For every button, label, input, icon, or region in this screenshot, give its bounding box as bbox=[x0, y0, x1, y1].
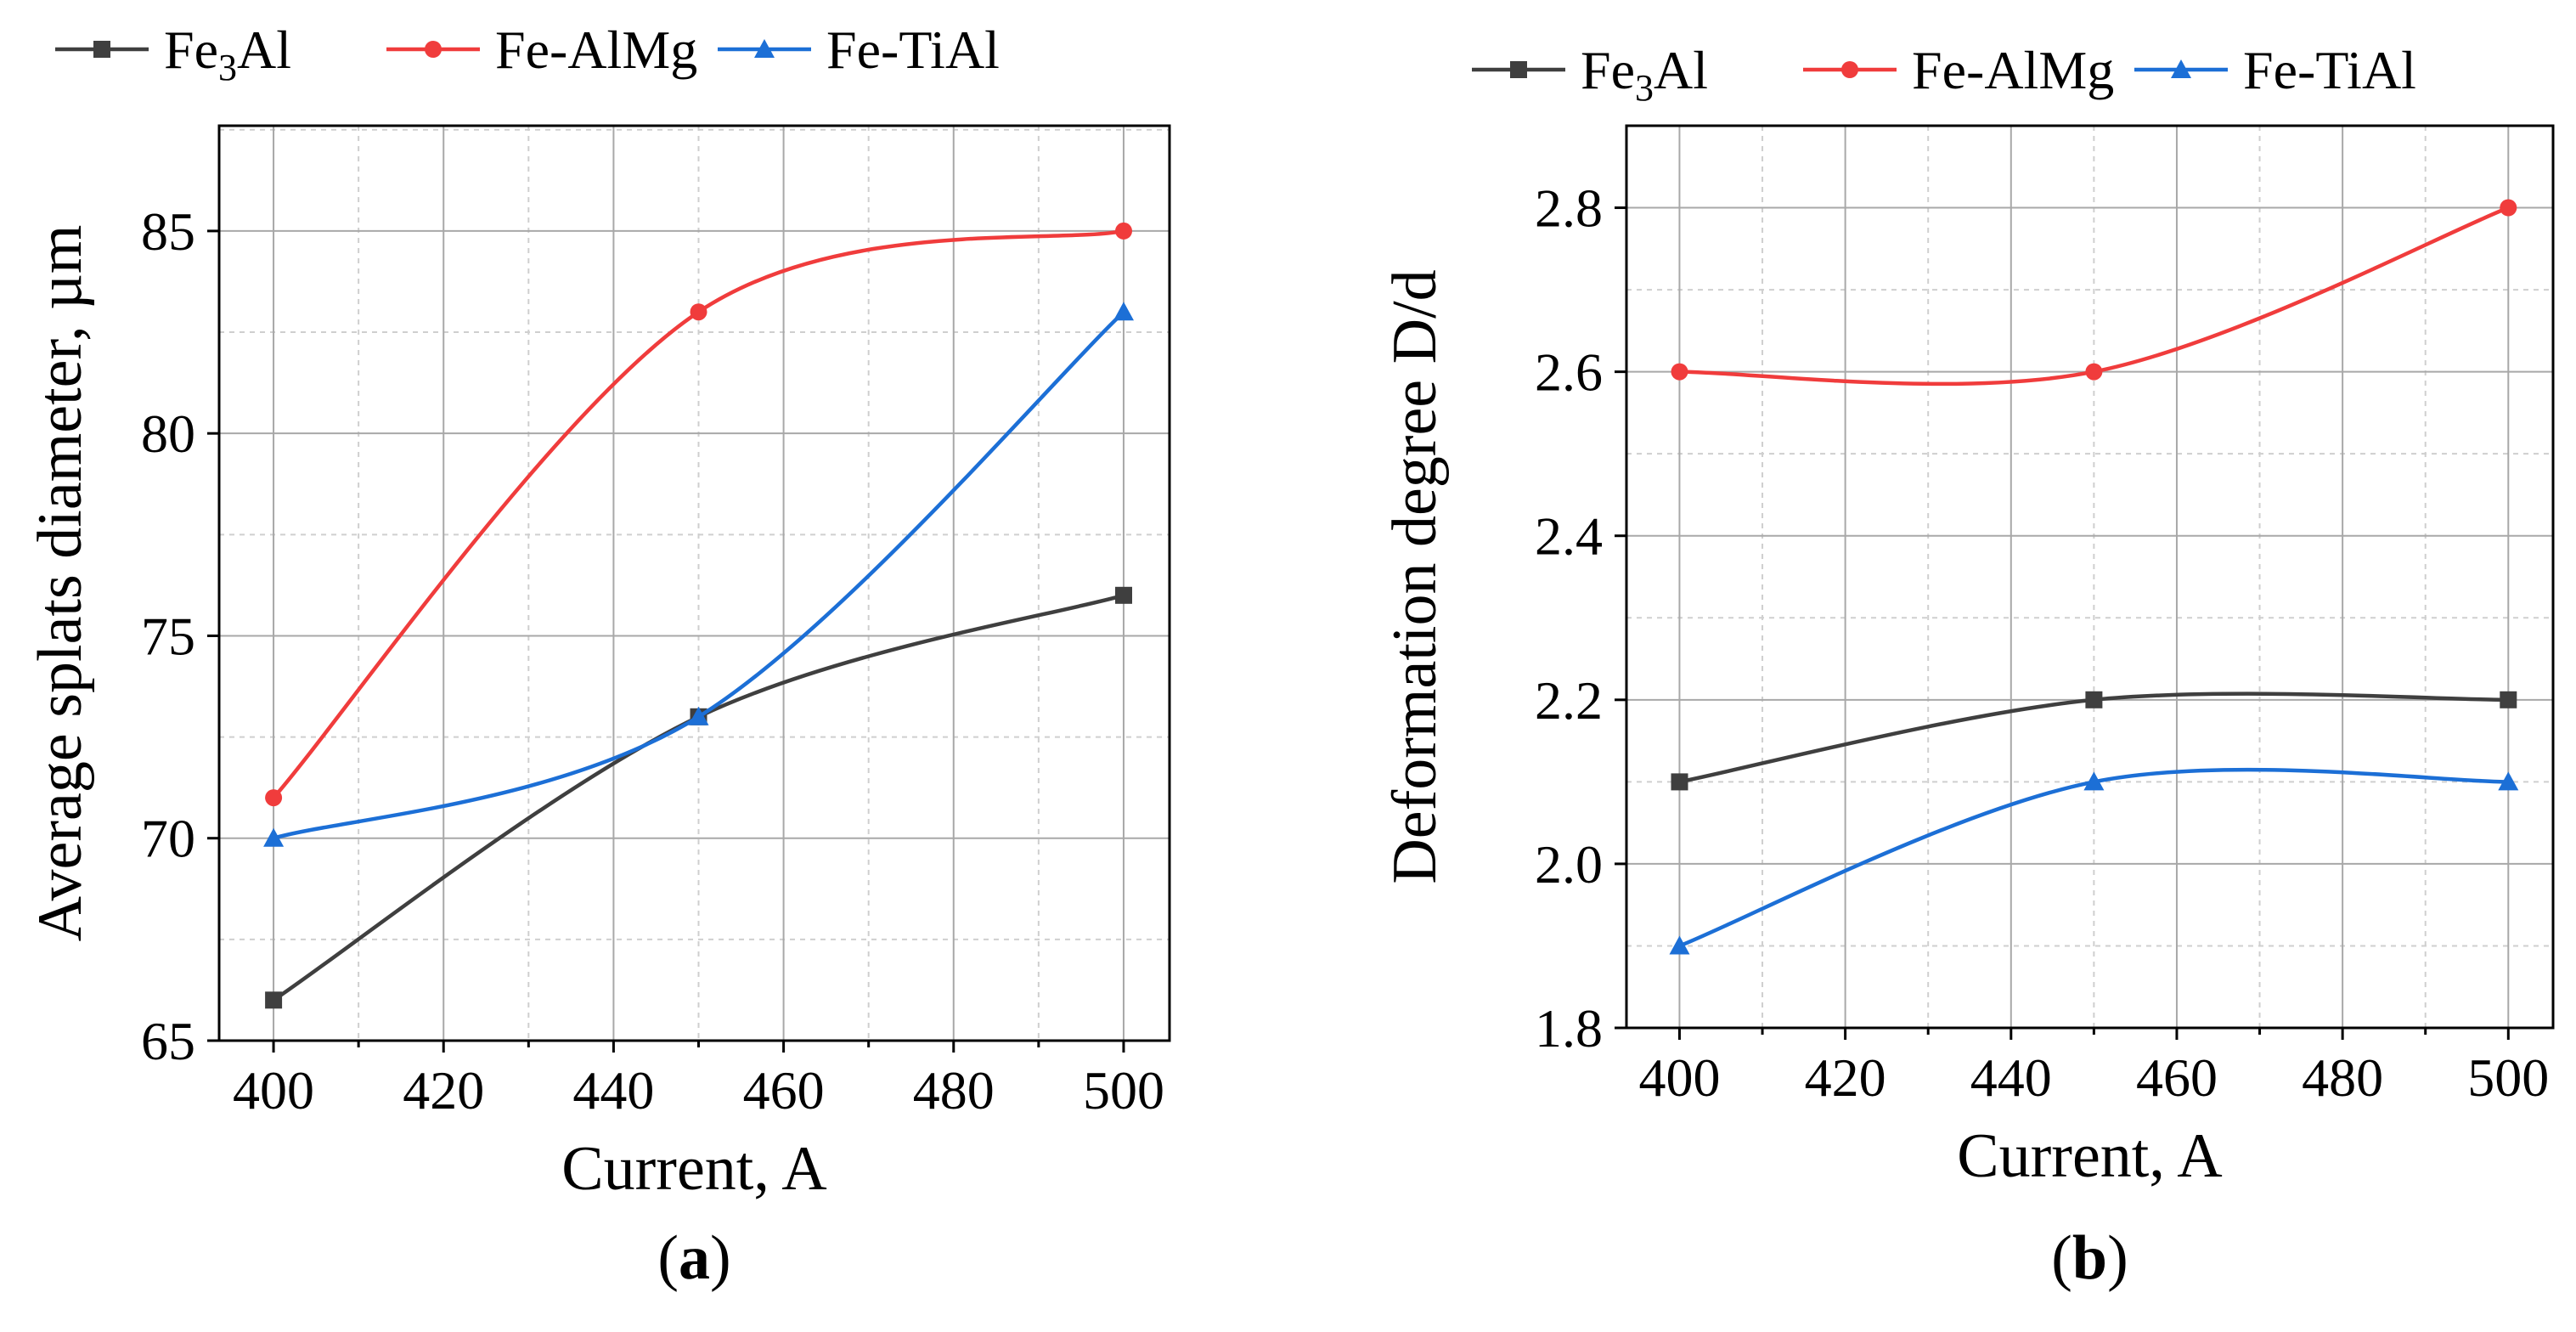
x-tick-label: 440 bbox=[572, 1060, 654, 1120]
panel-label: (b) bbox=[2051, 1223, 2128, 1293]
y-tick-label: 70 bbox=[141, 809, 195, 869]
data-point bbox=[2500, 199, 2517, 217]
x-tick-label: 440 bbox=[1970, 1047, 2052, 1108]
y-tick-label: 65 bbox=[141, 1011, 195, 1071]
y-axis-label: Deformation degree D/d bbox=[1380, 269, 1450, 883]
gridlines bbox=[219, 126, 1170, 1041]
plot-frame bbox=[217, 124, 1171, 1042]
data-point bbox=[690, 303, 707, 321]
legend-label: Fe-TiAl bbox=[826, 20, 1000, 80]
chart-panel-a: 400 420 440 460 480 500 65 70 75 80 85 Current, A Av… bbox=[25, 20, 1171, 1293]
series-line-fe-tial bbox=[1678, 767, 2509, 948]
x-tick-label: 500 bbox=[2467, 1047, 2549, 1108]
legend-marker bbox=[1510, 61, 1527, 78]
data-point bbox=[1671, 363, 1688, 381]
data-point bbox=[2085, 691, 2103, 708]
series-line-fe-almg bbox=[272, 229, 1125, 799]
x-tick-label: 400 bbox=[233, 1060, 314, 1120]
series-group bbox=[1669, 199, 2519, 955]
y-tick-label: 2.4 bbox=[1535, 506, 1603, 567]
data-point bbox=[265, 789, 283, 807]
plot-frame bbox=[1625, 124, 2555, 1030]
legend-marker bbox=[2171, 59, 2191, 78]
data-point bbox=[1115, 586, 1132, 604]
x-tick-label: 460 bbox=[743, 1060, 825, 1120]
y-axis-label: Average splats diameter, µm bbox=[25, 225, 95, 942]
legend-label: Fe-AlMg bbox=[495, 20, 697, 80]
data-point bbox=[2085, 363, 2103, 381]
legend-label: Fe3Al bbox=[164, 20, 291, 88]
legend-label: Fe-AlMg bbox=[1912, 40, 2114, 100]
x-tick-label: 480 bbox=[913, 1060, 995, 1120]
series-line-fe-almg bbox=[1679, 206, 2510, 387]
data-point bbox=[1113, 302, 1134, 321]
axis-ticks: 400 420 440 460 480 500 1.8 2.0 2.2 2.4 2.6 2.8 bbox=[1535, 178, 2549, 1108]
legend-marker bbox=[93, 41, 110, 58]
legend-label: Fe3Al bbox=[1581, 40, 1708, 109]
y-tick-label: 1.8 bbox=[1535, 998, 1603, 1058]
legend-marker bbox=[1841, 61, 1858, 78]
x-tick-label: 460 bbox=[2136, 1047, 2218, 1108]
data-point bbox=[1669, 935, 1690, 955]
data-point bbox=[1115, 222, 1132, 240]
gridlines bbox=[1626, 126, 2553, 1029]
x-axis-label: Current, A bbox=[561, 1134, 826, 1204]
axis-ticks: 400 420 440 460 480 500 65 70 75 80 85 bbox=[141, 201, 1164, 1120]
y-tick-label: 2.6 bbox=[1535, 342, 1603, 403]
legend-marker bbox=[754, 39, 775, 58]
data-point bbox=[1671, 773, 1688, 791]
chart-panel-b: 400 420 440 460 480 500 1.8 2.0 2.2 2.4 2.6 2.8 Curr… bbox=[1380, 40, 2555, 1293]
x-tick-label: 400 bbox=[1638, 1047, 1720, 1108]
y-tick-label: 85 bbox=[141, 201, 195, 262]
y-tick-label: 2.8 bbox=[1535, 178, 1603, 239]
y-tick-label: 2.2 bbox=[1535, 670, 1603, 731]
legend-label: Fe-TiAl bbox=[2243, 40, 2416, 100]
x-axis-label: Current, A bbox=[1957, 1121, 2222, 1191]
data-point bbox=[263, 827, 285, 847]
x-tick-label: 480 bbox=[2302, 1047, 2383, 1108]
data-point bbox=[2083, 771, 2105, 791]
legend-marker bbox=[425, 41, 442, 58]
x-tick-label: 420 bbox=[1805, 1047, 1886, 1108]
y-tick-label: 75 bbox=[141, 606, 195, 666]
legend: Fe3Al Fe-AlMg Fe-TiAl bbox=[55, 20, 1000, 88]
panel-label: (a) bbox=[657, 1223, 730, 1293]
data-point bbox=[688, 706, 709, 725]
series-group bbox=[263, 222, 1134, 1009]
data-point bbox=[2498, 771, 2519, 791]
x-tick-label: 420 bbox=[403, 1060, 484, 1120]
y-tick-label: 2.0 bbox=[1535, 834, 1603, 895]
data-point bbox=[2500, 691, 2517, 708]
y-tick-label: 80 bbox=[141, 404, 195, 464]
series-line-fe-tial bbox=[273, 310, 1125, 840]
data-point bbox=[265, 991, 283, 1009]
x-tick-label: 500 bbox=[1083, 1060, 1164, 1120]
legend: Fe3Al Fe-AlMg Fe-TiAl bbox=[1472, 40, 2416, 109]
